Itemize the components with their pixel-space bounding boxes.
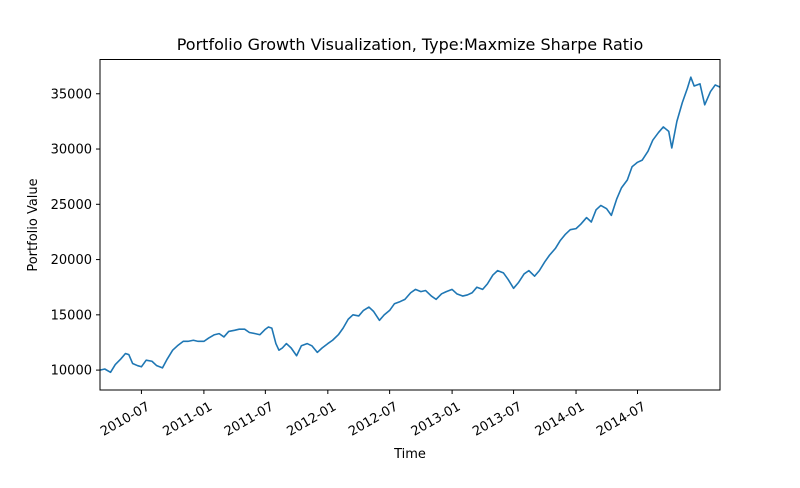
x-tick-label: 2012-01 <box>284 399 339 439</box>
chart-title: Portfolio Growth Visualization, Type:Max… <box>177 35 644 54</box>
series-line-0 <box>99 76 721 374</box>
x-tick-label: 2011-01 <box>161 399 216 439</box>
y-tick-label: 20000 <box>51 253 92 268</box>
x-tick-label: 2014-07 <box>594 399 649 439</box>
x-tick-label: 2014-01 <box>533 399 588 439</box>
x-tick-label: 2013-07 <box>470 399 525 439</box>
axes-frame <box>99 59 721 391</box>
x-axis-ticks: 2010-07 2011-01 2011-07 2012-01 2012-07 2013-… <box>98 390 649 440</box>
x-tick-label: 2012-07 <box>346 399 401 439</box>
y-tick-label: 15000 <box>51 308 92 323</box>
y-tick-label: 30000 <box>51 143 92 158</box>
plot-area <box>99 76 721 374</box>
y-tick-label: 25000 <box>51 198 92 213</box>
x-tick-label: 2010-07 <box>98 399 153 439</box>
y-axis-ticks: 10000 15000 20000 25000 30000 35000 <box>51 87 100 379</box>
y-axis-label: Portfolio Value <box>26 178 41 271</box>
x-tick-label: 2011-07 <box>222 399 277 439</box>
x-axis-label: Time <box>393 447 426 462</box>
x-tick-label: 2013-01 <box>409 399 464 439</box>
y-tick-label: 35000 <box>51 87 92 102</box>
y-tick-label: 10000 <box>51 364 92 379</box>
